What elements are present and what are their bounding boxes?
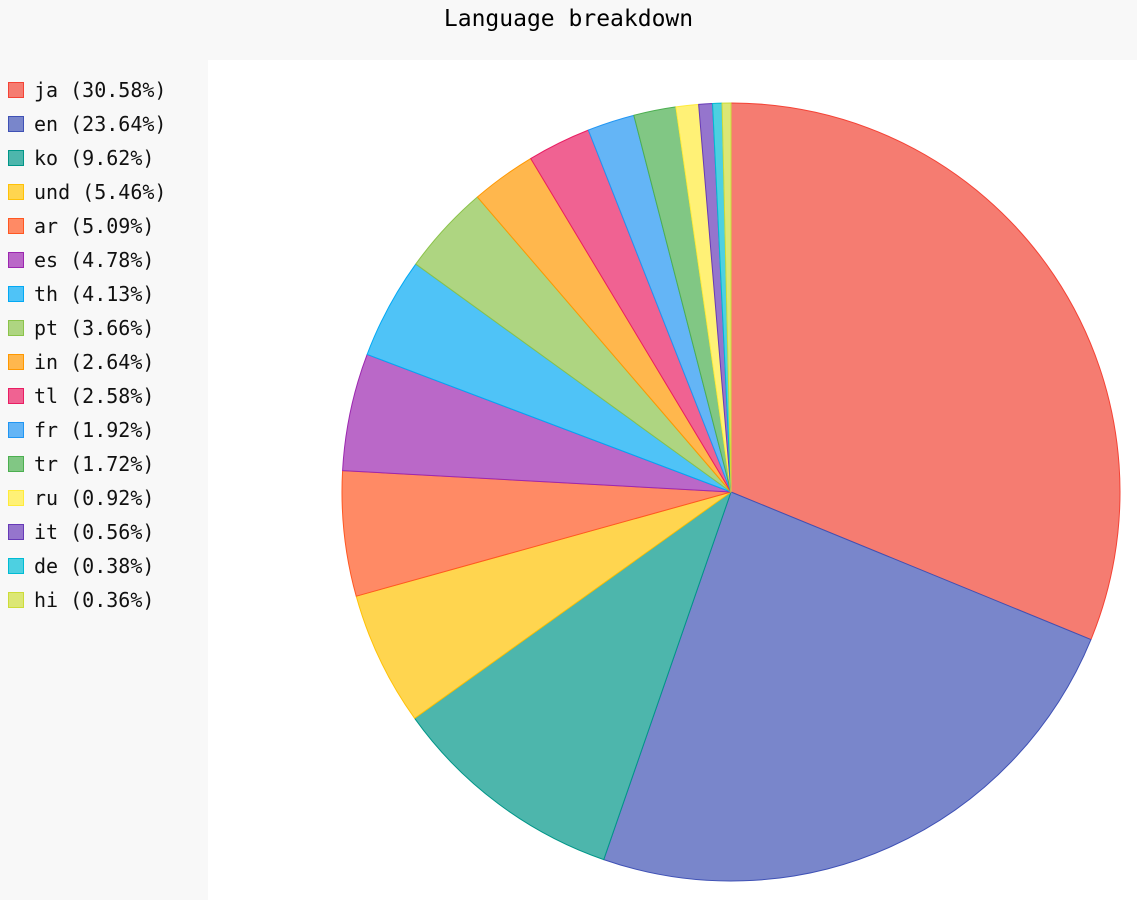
legend-swatch xyxy=(8,218,24,234)
legend-item-de[interactable]: de (0.38%) xyxy=(8,549,166,583)
legend-swatch xyxy=(8,116,24,132)
legend-item-fr[interactable]: fr (1.92%) xyxy=(8,413,166,447)
legend-item-ja[interactable]: ja (30.58%) xyxy=(8,73,166,107)
legend-label: en (23.64%) xyxy=(34,112,167,136)
legend-label: und (5.46%) xyxy=(34,180,167,204)
legend-label: th (4.13%) xyxy=(34,282,155,306)
legend-item-th[interactable]: th (4.13%) xyxy=(8,277,166,311)
legend-swatch xyxy=(8,592,24,608)
legend-item-ar[interactable]: ar (5.09%) xyxy=(8,209,166,243)
legend-item-en[interactable]: en (23.64%) xyxy=(8,107,166,141)
legend-item-es[interactable]: es (4.78%) xyxy=(8,243,166,277)
pie-slice-und[interactable] xyxy=(355,491,732,719)
pie-slice-en[interactable] xyxy=(603,491,1092,882)
legend-swatch xyxy=(8,320,24,336)
legend-label: tl (2.58%) xyxy=(34,384,155,408)
legend-item-und[interactable]: und (5.46%) xyxy=(8,175,166,209)
legend-swatch xyxy=(8,354,24,370)
legend-swatch xyxy=(8,184,24,200)
legend-swatch xyxy=(8,150,24,166)
legend-item-ru[interactable]: ru (0.92%) xyxy=(8,481,166,515)
pie-slice-hi[interactable] xyxy=(721,102,732,493)
legend: ja (30.58%) en (23.64%) ko (9.62%) und (5.4… xyxy=(8,73,166,617)
legend-label: pt (3.66%) xyxy=(34,316,155,340)
legend-swatch xyxy=(8,558,24,574)
legend-label: in (2.64%) xyxy=(34,350,155,374)
legend-swatch xyxy=(8,490,24,506)
legend-item-in[interactable]: in (2.64%) xyxy=(8,345,166,379)
pie-slice-ja[interactable] xyxy=(730,102,1121,641)
legend-label: tr (1.72%) xyxy=(34,452,155,476)
legend-item-pt[interactable]: pt (3.66%) xyxy=(8,311,166,345)
legend-item-tl[interactable]: tl (2.58%) xyxy=(8,379,166,413)
legend-item-ko[interactable]: ko (9.62%) xyxy=(8,141,166,175)
legend-label: it (0.56%) xyxy=(34,520,155,544)
legend-label: fr (1.92%) xyxy=(34,418,155,442)
legend-swatch xyxy=(8,82,24,98)
legend-swatch xyxy=(8,456,24,472)
legend-label: ko (9.62%) xyxy=(34,146,155,170)
legend-swatch xyxy=(8,422,24,438)
legend-label: es (4.78%) xyxy=(34,248,155,272)
legend-label: ja (30.58%) xyxy=(34,78,167,102)
legend-label: ar (5.09%) xyxy=(34,214,155,238)
chart-title: Language breakdown xyxy=(443,6,694,32)
legend-label: ru (0.92%) xyxy=(34,486,155,510)
legend-label: de (0.38%) xyxy=(34,554,155,578)
legend-swatch xyxy=(8,388,24,404)
legend-label: hi (0.36%) xyxy=(34,588,155,612)
legend-item-hi[interactable]: hi (0.36%) xyxy=(8,583,166,617)
pie-slice-ko[interactable] xyxy=(414,491,732,861)
legend-swatch xyxy=(8,252,24,268)
legend-item-it[interactable]: it (0.56%) xyxy=(8,515,166,549)
legend-item-tr[interactable]: tr (1.72%) xyxy=(8,447,166,481)
legend-swatch xyxy=(8,286,24,302)
legend-swatch xyxy=(8,524,24,540)
